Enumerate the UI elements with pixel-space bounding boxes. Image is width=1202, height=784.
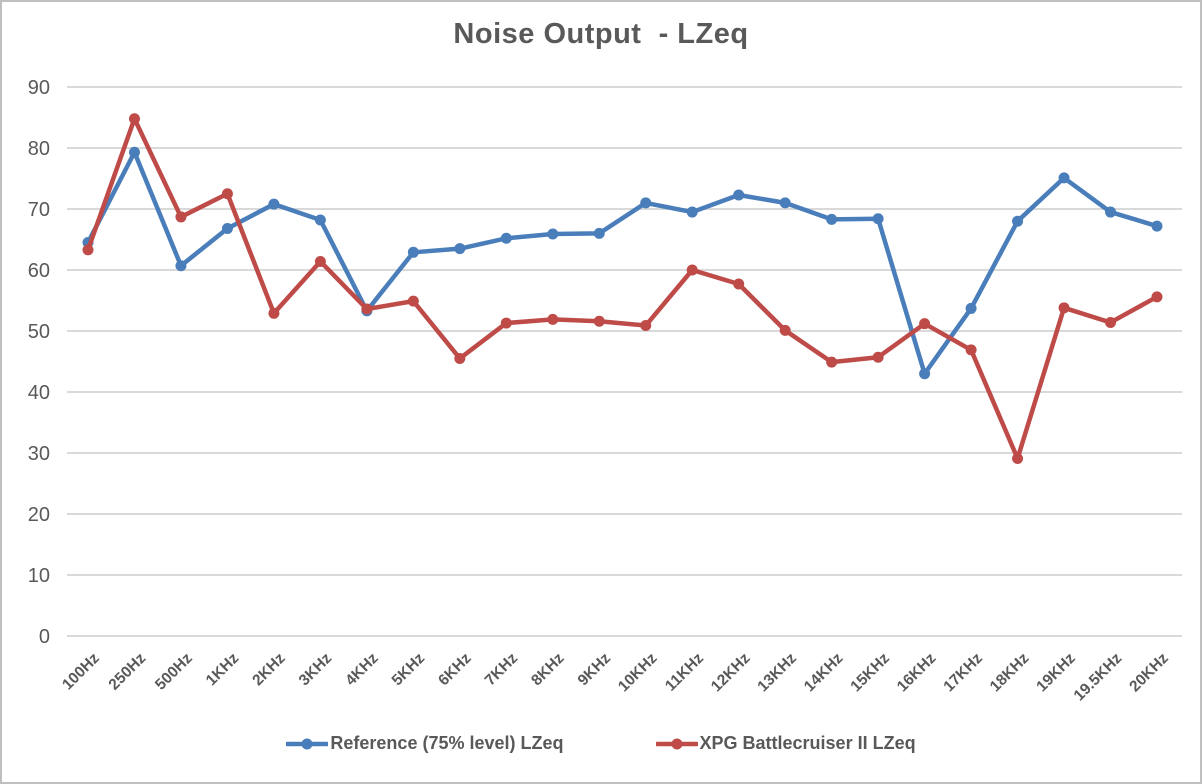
data-point-marker xyxy=(407,295,419,307)
chart-title: Noise Output - LZeq xyxy=(453,18,749,50)
data-point-marker xyxy=(1105,316,1117,328)
x-axis-tick-label: 20KHz xyxy=(1126,650,1172,696)
legend-item-xpg-battlecruiser: XPG Battlecruiser II LZeq xyxy=(655,733,916,754)
legend-marker-xpg-battlecruiser-icon xyxy=(655,738,698,749)
data-point-marker xyxy=(872,351,884,363)
x-axis-tick-label: 1KHz xyxy=(203,650,243,690)
data-point-marker xyxy=(547,313,559,325)
data-point-marker xyxy=(314,214,326,226)
x-axis-tick-label: 100Hz xyxy=(59,650,103,694)
legend-marker-reference-icon xyxy=(286,738,329,749)
x-axis-tick-label: 19.5KHz xyxy=(1071,650,1126,705)
x-axis-tick-label: 250Hz xyxy=(106,650,150,694)
x-axis-tick-label: 16KHz xyxy=(894,650,940,696)
x-axis-tick-label: 2KHz xyxy=(249,650,289,690)
y-axis-tick-label: 0 xyxy=(39,626,50,648)
x-axis-tick-label: 12KHz xyxy=(708,650,754,696)
data-point-marker xyxy=(175,211,187,223)
data-point-marker xyxy=(268,198,280,210)
data-point-marker xyxy=(221,188,233,200)
x-axis-tick-label: 8KHz xyxy=(528,650,568,690)
x-axis-tick-label: 4KHz xyxy=(342,650,382,690)
data-point-marker xyxy=(454,352,466,364)
data-point-marker xyxy=(407,246,419,258)
legend-item-reference: Reference (75% level) LZeq xyxy=(286,733,564,754)
data-point-marker xyxy=(965,302,977,314)
x-axis-tick-label: 15KHz xyxy=(847,650,893,696)
data-point-marker xyxy=(779,197,791,209)
data-point-marker xyxy=(733,189,745,201)
y-axis-tick-label: 20 xyxy=(28,504,50,526)
data-point-marker xyxy=(919,368,931,380)
data-point-marker xyxy=(500,232,512,244)
data-point-marker xyxy=(268,307,280,319)
data-point-marker xyxy=(686,206,698,218)
data-point-marker xyxy=(1012,452,1024,464)
data-point-marker xyxy=(593,227,605,239)
data-point-marker xyxy=(826,356,838,368)
data-point-marker xyxy=(640,197,652,209)
data-point-marker xyxy=(919,318,931,330)
data-point-marker xyxy=(872,213,884,225)
x-axis-tick-label: 10KHz xyxy=(615,650,661,696)
data-point-marker xyxy=(454,243,466,255)
y-axis-tick-label: 90 xyxy=(28,77,50,99)
data-point-marker xyxy=(640,320,652,332)
y-axis-tick-label: 40 xyxy=(28,382,50,404)
legend-label-reference: Reference (75% level) LZeq xyxy=(330,733,564,753)
data-point-marker xyxy=(547,228,559,240)
data-point-marker xyxy=(1151,291,1163,303)
x-axis-tick-label: 13KHz xyxy=(754,650,800,696)
x-axis-tick-label: 5KHz xyxy=(389,650,429,690)
data-point-marker xyxy=(221,223,233,235)
x-axis-tick-label: 19KHz xyxy=(1033,650,1079,696)
data-point-marker xyxy=(82,244,94,256)
data-point-marker xyxy=(1151,220,1163,232)
series-line-1 xyxy=(85,116,1160,461)
y-axis-tick-label: 70 xyxy=(28,199,50,221)
x-axis-tick-label: 3KHz xyxy=(296,650,336,690)
x-axis-tick-label: 9KHz xyxy=(575,650,615,690)
data-point-marker xyxy=(128,146,140,158)
y-axis-tick-label: 60 xyxy=(28,260,50,282)
data-point-marker xyxy=(175,260,187,272)
x-axis-tick-label: 7KHz xyxy=(482,650,522,690)
data-point-marker xyxy=(733,278,745,290)
data-point-marker xyxy=(1105,206,1117,218)
data-point-marker xyxy=(965,344,977,356)
legend-label-xpg-battlecruiser: XPG Battlecruiser II LZeq xyxy=(699,733,916,753)
legend: Reference (75% level) LZeq XPG Battlecru… xyxy=(2,733,1200,754)
x-axis-tick-label: 500Hz xyxy=(152,650,196,694)
series-line-0 xyxy=(85,150,1160,376)
x-axis-tick-label: 14KHz xyxy=(801,650,847,696)
data-point-marker xyxy=(1058,172,1070,184)
data-point-marker xyxy=(593,315,605,327)
x-axis-tick-label: 18KHz xyxy=(987,650,1033,696)
data-point-marker xyxy=(314,255,326,267)
data-point-marker xyxy=(779,324,791,336)
x-axis-tick-label: 11KHz xyxy=(662,650,707,695)
y-axis-tick-label: 80 xyxy=(28,138,50,160)
y-axis-tick-label: 10 xyxy=(28,565,50,587)
y-axis-tick-label: 30 xyxy=(28,443,50,465)
data-point-marker xyxy=(826,213,838,225)
data-point-marker xyxy=(500,317,512,329)
data-point-marker xyxy=(1012,215,1024,227)
data-point-marker xyxy=(686,264,698,276)
data-point-marker xyxy=(361,303,373,315)
x-axis-tick-label: 17KHz xyxy=(940,650,986,696)
x-axis-tick-label: 6KHz xyxy=(435,650,475,690)
data-point-marker xyxy=(128,113,140,125)
data-point-marker xyxy=(1058,302,1070,314)
y-axis-tick-label: 50 xyxy=(28,321,50,343)
